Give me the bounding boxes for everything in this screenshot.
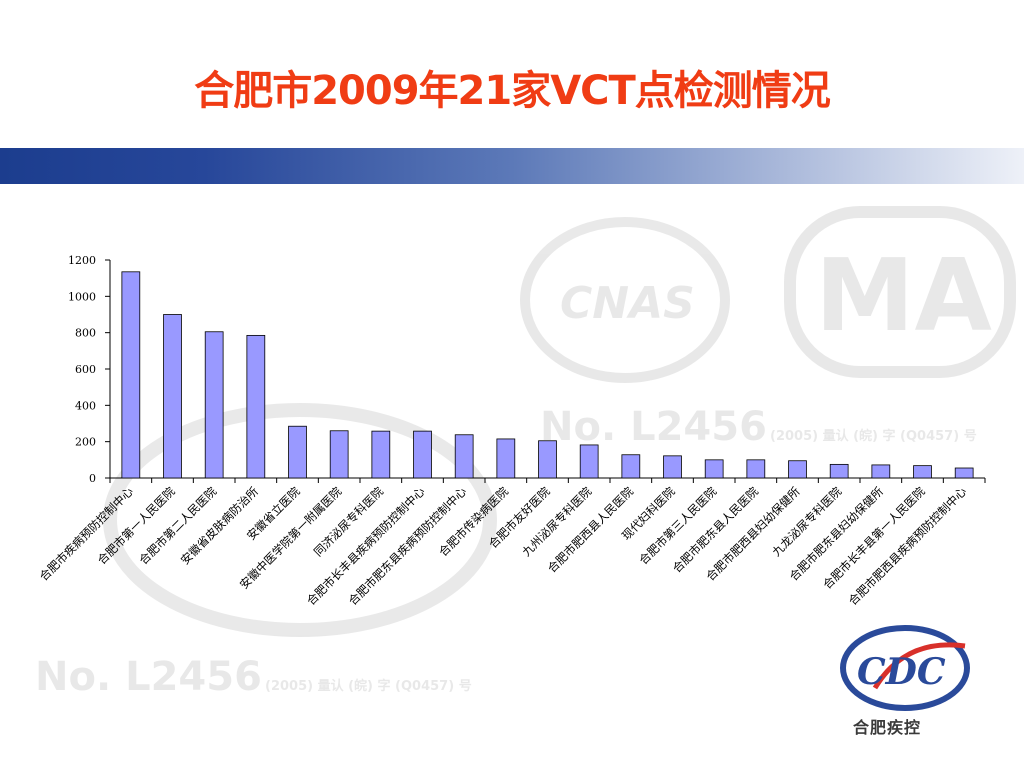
bar [329, 430, 349, 479]
bar [663, 455, 682, 479]
logo-caption: 合肥疾控 [852, 718, 921, 737]
slide-title: 合肥市2009年21家VCT点检测情况 [194, 68, 831, 114]
bar [913, 465, 932, 479]
y-tick-label: 200 [75, 436, 96, 449]
ma-frame [784, 206, 1016, 378]
cnas-ring-outline [520, 217, 730, 383]
cnas-watermark-text: CNAS [560, 278, 695, 329]
x-category-label: 合肥市第三人民医院 [636, 484, 719, 567]
y-tick-label: 0 [89, 472, 96, 485]
small-watermark-text: (2005) 量认 (皖) 字 (Q0457) 号 [770, 428, 977, 444]
y-tick-label: 400 [75, 399, 96, 412]
bar [246, 334, 266, 479]
title-underline-band [0, 148, 1024, 184]
y-tick-label: 800 [75, 327, 96, 340]
bar [538, 440, 557, 479]
bar [746, 459, 766, 479]
y-tick-label: 1200 [68, 254, 96, 267]
cdc-emblem-icon: CDC [840, 625, 970, 711]
bar [496, 438, 516, 479]
x-category-label: 合肥市第二人民医院 [136, 484, 219, 567]
ma-watermark-text: MA [815, 237, 992, 354]
cdc-logo: CDC 合肥疾控 [835, 618, 995, 748]
bar [579, 444, 599, 479]
bar [163, 314, 182, 479]
bar [288, 425, 307, 479]
x-category-label: 安徽省皮肤病防治所 [178, 484, 261, 567]
cdc-logo-letters: CDC [857, 651, 946, 693]
bar [204, 331, 224, 479]
small-watermark-text-lower: (2005) 量认 (皖) 字 (Q0457) 号 [265, 678, 472, 694]
bar [954, 467, 974, 479]
reg-no-watermark-text: No. L2456 [540, 404, 767, 450]
bar [704, 459, 724, 479]
bar [621, 454, 641, 479]
y-tick-label: 600 [75, 363, 96, 376]
reg-no-watermark-text-lower: No. L2456 [35, 654, 262, 700]
cnas-ring-outline-lower [103, 403, 497, 637]
bar [829, 463, 849, 479]
y-tick-label: 1000 [68, 290, 96, 303]
bar [788, 460, 807, 479]
bar [371, 430, 391, 479]
x-category-label: 合肥市第一人民医院 [95, 484, 178, 567]
bar [121, 271, 141, 479]
bar [454, 434, 474, 479]
bar [413, 430, 432, 479]
bar [871, 464, 891, 479]
